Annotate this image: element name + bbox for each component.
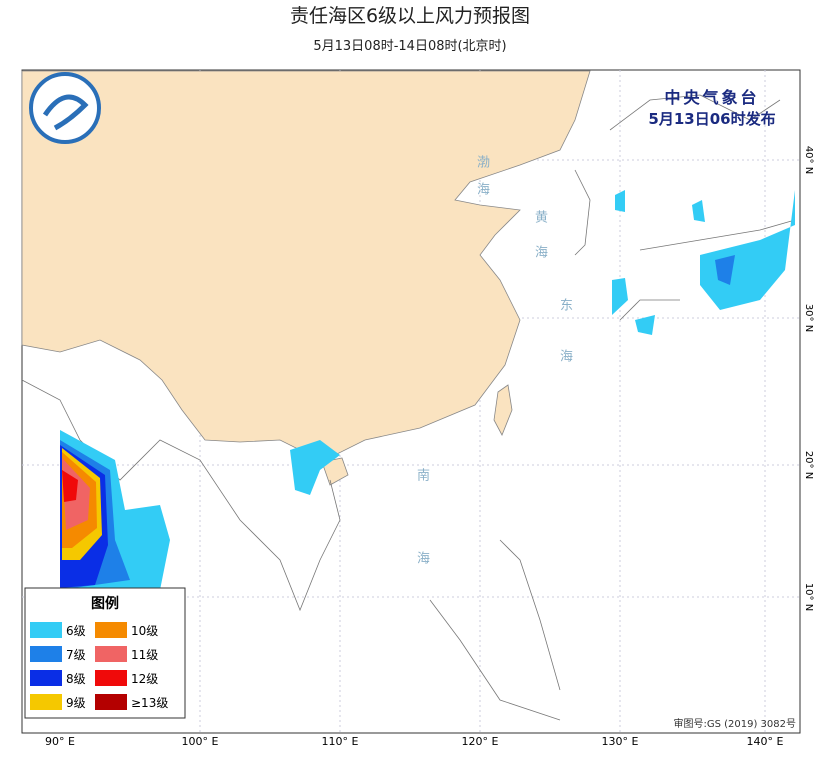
legend-label: 11级 bbox=[131, 648, 158, 662]
legend-title: 图例 bbox=[91, 595, 119, 612]
lat-label: 40° N bbox=[803, 146, 814, 174]
approval: 审图号:GS (2019) 3082号 bbox=[673, 717, 796, 730]
taiwan bbox=[493, 384, 513, 436]
legend-swatch bbox=[30, 694, 62, 710]
legend-label: 6级 bbox=[66, 624, 86, 638]
coastlines bbox=[21, 94, 796, 721]
lat-label: 10° N bbox=[803, 583, 814, 611]
logo bbox=[29, 72, 101, 144]
legend-swatch bbox=[30, 670, 62, 686]
legend-label: 10级 bbox=[131, 624, 158, 638]
legend: 图例 6级 10级 7级 11级 8级 12级 9级 ≥13级 bbox=[24, 587, 186, 719]
sea-label: 南海 bbox=[414, 468, 429, 634]
hainan bbox=[321, 457, 349, 486]
logo-mark bbox=[42, 94, 89, 131]
lat-label: 20° N bbox=[803, 451, 814, 479]
lon-label: 110° E bbox=[322, 735, 359, 748]
legend-label: 12级 bbox=[131, 672, 158, 686]
lat-label: 30° N bbox=[803, 304, 814, 332]
subtitle: 5月13日08时-14日08时(北京时) bbox=[313, 39, 506, 54]
lon-label: 120° E bbox=[462, 735, 499, 748]
china-land bbox=[21, 70, 591, 456]
legend-label: 9级 bbox=[66, 696, 86, 710]
sea-label: 黄海 bbox=[532, 210, 547, 280]
legend-swatch bbox=[95, 646, 127, 662]
wind-zones bbox=[60, 190, 795, 590]
legend-swatch bbox=[30, 646, 62, 662]
lon-label: 140° E bbox=[747, 735, 784, 748]
sea-label: 东海 bbox=[557, 298, 572, 400]
legend-label: 7级 bbox=[66, 648, 86, 662]
lon-label: 90° E bbox=[45, 735, 75, 748]
legend-swatch bbox=[30, 622, 62, 638]
legend-swatch bbox=[95, 622, 127, 638]
title: 责任海区6级以上风力预报图 bbox=[290, 5, 530, 27]
legend-swatch bbox=[95, 670, 127, 686]
lon-label: 100° E bbox=[182, 735, 219, 748]
issue-time: 5月13日06时发布 bbox=[648, 110, 775, 128]
legend-label: 8级 bbox=[66, 672, 86, 686]
issuer-name: 中央气象台 bbox=[664, 88, 759, 107]
sea-label: 渤海 bbox=[474, 155, 489, 209]
legend-label: ≥13级 bbox=[131, 696, 168, 710]
legend-swatch bbox=[95, 694, 127, 710]
lon-label: 130° E bbox=[602, 735, 639, 748]
